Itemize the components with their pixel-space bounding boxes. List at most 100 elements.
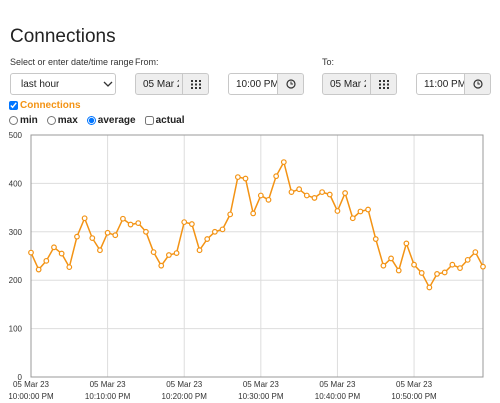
x-tick-label: 05 Mar 23 10:10:00 PM [85,380,131,401]
x-tick-line: 10:30:00 PM [238,392,284,401]
data-point [35,266,42,273]
from-label: From: [135,57,159,67]
data-point [112,232,119,239]
x-tick-label: 05 Mar 23 10:20:00 PM [162,380,208,401]
data-point [234,174,241,181]
preset-select[interactable]: last hour [10,73,116,95]
data-point [411,261,417,268]
data-point [303,192,310,199]
data-point [326,191,333,198]
data-point [211,228,218,235]
data-point [43,257,50,264]
x-tick-label: 05 Mar 23 10:50:00 PM [391,380,437,401]
calendar-icon [190,79,201,89]
data-point [457,265,463,272]
data-point [150,249,157,256]
range-label: Select or enter date/time range [10,57,134,67]
x-tick-line: 10:20:00 PM [162,392,208,401]
actual-checkbox[interactable] [144,116,154,125]
y-tick-label: 300 [9,228,23,237]
data-point [319,189,326,196]
y-tick-label: 500 [9,131,23,140]
data-point [227,211,234,218]
data-point [349,215,356,222]
x-tick-line: 10:40:00 PM [315,392,361,401]
data-point [273,173,280,180]
data-point [104,229,111,236]
data-point [418,270,425,276]
data-point [288,189,295,196]
x-tick-line: 05 Mar 23 [243,380,280,389]
series-toggle[interactable]: Connections [9,100,81,111]
data-point [311,195,318,201]
average-radio[interactable] [86,116,96,125]
max-label: max [57,115,78,126]
series-line [30,160,484,290]
data-point [173,250,180,256]
page-title: Connections [10,26,116,47]
average-option[interactable]: average [86,115,136,126]
min-option[interactable]: min [9,115,38,126]
from-date[interactable]: 05 Mar 23 [135,73,209,95]
data-point [434,271,440,277]
data-point [127,221,134,228]
clock-icon [285,79,296,89]
data-point [219,226,226,233]
data-point [181,219,188,226]
to-time-value: 11:00 PM [424,78,467,90]
data-point [380,262,387,269]
y-tick-label: 0 [18,373,23,382]
x-tick-line: 05 Mar 23 [396,380,433,389]
dropdown-arrow [103,81,113,87]
to-date[interactable]: 05 Mar 23 [322,73,397,95]
data-point [188,221,195,227]
to-label: To: [322,57,335,67]
x-tick-line: 05 Mar 23 [166,380,203,389]
data-point [143,228,149,235]
plot-border [30,134,484,378]
from-time[interactable]: 10:00 PM [228,73,304,95]
data-point [257,192,264,199]
data-point [365,206,371,213]
data-point [480,263,486,270]
min-radio[interactable] [9,116,18,125]
max-radio[interactable] [46,116,56,125]
data-point [74,233,80,240]
data-point [81,215,88,222]
clock-icon [472,79,483,89]
data-point [441,269,448,276]
clock-button[interactable] [277,74,303,94]
from-time-value: 10:00 PM [236,78,279,90]
x-tick-label: 05 Mar 23 10:40:00 PM [315,380,361,401]
x-tick-line: 05 Mar 23 [319,380,356,389]
data-point [89,235,96,241]
data-point [449,261,456,268]
x-tick-label: 05 Mar 23 10:00:00 PM [8,380,54,401]
data-point [158,262,165,269]
data-point [426,284,433,291]
actual-option[interactable]: actual [144,115,185,126]
x-tick-label: 05 Mar 23 10:30:00 PM [238,380,284,401]
to-time[interactable]: 11:00 PM [416,73,491,95]
data-point [204,236,211,242]
data-point [395,267,402,274]
data-point [242,175,249,182]
max-option[interactable]: max [46,115,78,126]
clock-button[interactable] [464,74,490,94]
data-point [58,250,65,257]
series-toggle-label: Connections [20,100,81,111]
data-point [296,186,303,193]
min-label: min [20,115,38,126]
x-tick-line: 05 Mar 23 [13,380,50,389]
y-tick-label: 400 [9,179,23,188]
calendar-button[interactable] [370,74,396,94]
calendar-button[interactable] [182,74,208,94]
data-point [250,210,257,217]
average-label: average [97,115,136,126]
actual-label: actual [155,115,185,126]
x-tick-line: 10:10:00 PM [85,392,131,401]
x-tick-line: 10:50:00 PM [391,392,437,401]
series-checkbox[interactable] [9,101,18,110]
